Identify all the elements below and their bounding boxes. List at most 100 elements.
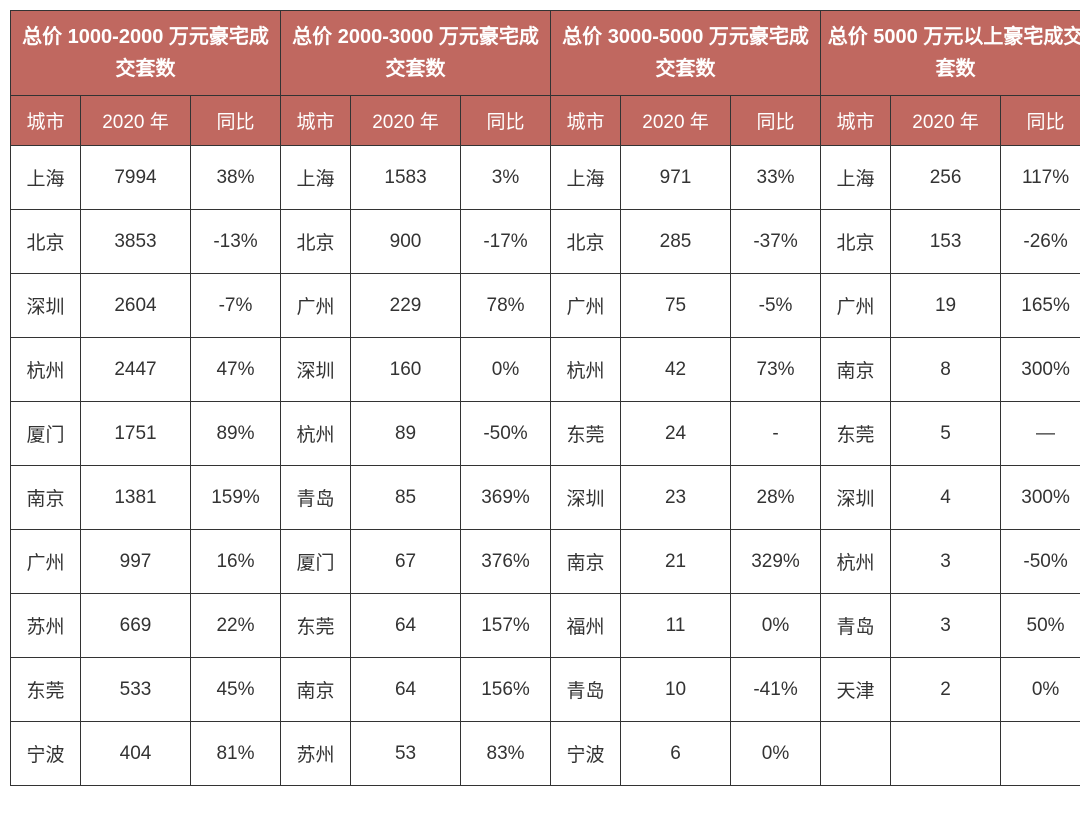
cell-yoy: 28% bbox=[731, 466, 821, 530]
cell-year: 404 bbox=[81, 722, 191, 786]
cell-city: 广州 bbox=[821, 274, 891, 338]
cell-year: 2 bbox=[891, 658, 1001, 722]
cell-empty bbox=[1001, 722, 1080, 786]
cell-city: 厦门 bbox=[281, 530, 351, 594]
cell-city: 苏州 bbox=[11, 594, 81, 658]
cell-city: 广州 bbox=[281, 274, 351, 338]
cell-year: 1583 bbox=[351, 146, 461, 210]
cell-year: 971 bbox=[621, 146, 731, 210]
cell-yoy: 0% bbox=[731, 722, 821, 786]
cell-year: 2447 bbox=[81, 338, 191, 402]
cell-yoy: -13% bbox=[191, 210, 281, 274]
cell-city: 杭州 bbox=[281, 402, 351, 466]
table-row: 杭州 2447 47% 深圳 160 0% 杭州 42 73% 南京 8 300… bbox=[11, 338, 1080, 402]
cell-city: 深圳 bbox=[821, 466, 891, 530]
cell-yoy: 89% bbox=[191, 402, 281, 466]
cell-yoy: 78% bbox=[461, 274, 551, 338]
cell-city: 苏州 bbox=[281, 722, 351, 786]
cell-city: 广州 bbox=[551, 274, 621, 338]
cell-year: 3 bbox=[891, 530, 1001, 594]
cell-yoy: 157% bbox=[461, 594, 551, 658]
cell-year: 3 bbox=[891, 594, 1001, 658]
cell-year: 153 bbox=[891, 210, 1001, 274]
cell-city: 上海 bbox=[11, 146, 81, 210]
sub-header-yoy: 同比 bbox=[731, 96, 821, 146]
cell-yoy: -37% bbox=[731, 210, 821, 274]
cell-yoy: 3% bbox=[461, 146, 551, 210]
table-row: 东莞 533 45% 南京 64 156% 青岛 10 -41% 天津 2 0% bbox=[11, 658, 1080, 722]
cell-city: 广州 bbox=[11, 530, 81, 594]
cell-year: 997 bbox=[81, 530, 191, 594]
cell-yoy: 47% bbox=[191, 338, 281, 402]
cell-year: 1381 bbox=[81, 466, 191, 530]
cell-city: 青岛 bbox=[821, 594, 891, 658]
cell-city: 东莞 bbox=[821, 402, 891, 466]
cell-year: 1751 bbox=[81, 402, 191, 466]
cell-yoy: 117% bbox=[1001, 146, 1080, 210]
cell-yoy: - bbox=[731, 402, 821, 466]
cell-year: 24 bbox=[621, 402, 731, 466]
cell-yoy: 81% bbox=[191, 722, 281, 786]
cell-year: 23 bbox=[621, 466, 731, 530]
cell-yoy: 165% bbox=[1001, 274, 1080, 338]
cell-yoy: 33% bbox=[731, 146, 821, 210]
cell-empty bbox=[821, 722, 891, 786]
cell-year: 75 bbox=[621, 274, 731, 338]
cell-year: 10 bbox=[621, 658, 731, 722]
table-row: 南京 1381 159% 青岛 85 369% 深圳 23 28% 深圳 4 3… bbox=[11, 466, 1080, 530]
cell-year: 5 bbox=[891, 402, 1001, 466]
cell-year: 64 bbox=[351, 658, 461, 722]
cell-yoy: 38% bbox=[191, 146, 281, 210]
sub-header-yoy: 同比 bbox=[191, 96, 281, 146]
cell-city: 深圳 bbox=[551, 466, 621, 530]
cell-year: 67 bbox=[351, 530, 461, 594]
cell-city: 福州 bbox=[551, 594, 621, 658]
cell-year: 6 bbox=[621, 722, 731, 786]
luxury-housing-table: 总价 1000-2000 万元豪宅成交套数 总价 2000-3000 万元豪宅成… bbox=[10, 10, 1080, 786]
cell-year: 2604 bbox=[81, 274, 191, 338]
cell-city: 杭州 bbox=[551, 338, 621, 402]
cell-yoy: — bbox=[1001, 402, 1080, 466]
sub-header-city: 城市 bbox=[281, 96, 351, 146]
cell-city: 深圳 bbox=[281, 338, 351, 402]
cell-yoy: 16% bbox=[191, 530, 281, 594]
cell-yoy: 300% bbox=[1001, 338, 1080, 402]
cell-city: 南京 bbox=[11, 466, 81, 530]
table-row: 苏州 669 22% 东莞 64 157% 福州 11 0% 青岛 3 50% bbox=[11, 594, 1080, 658]
group-header: 总价 2000-3000 万元豪宅成交套数 bbox=[281, 11, 551, 96]
cell-year: 4 bbox=[891, 466, 1001, 530]
table-row: 上海 7994 38% 上海 1583 3% 上海 971 33% 上海 256… bbox=[11, 146, 1080, 210]
cell-year: 669 bbox=[81, 594, 191, 658]
cell-city: 北京 bbox=[551, 210, 621, 274]
cell-yoy: -41% bbox=[731, 658, 821, 722]
cell-year: 53 bbox=[351, 722, 461, 786]
cell-yoy: 22% bbox=[191, 594, 281, 658]
table-row: 北京 3853 -13% 北京 900 -17% 北京 285 -37% 北京 … bbox=[11, 210, 1080, 274]
cell-city: 东莞 bbox=[551, 402, 621, 466]
cell-year: 160 bbox=[351, 338, 461, 402]
cell-year: 11 bbox=[621, 594, 731, 658]
cell-city: 宁波 bbox=[11, 722, 81, 786]
cell-year: 8 bbox=[891, 338, 1001, 402]
cell-city: 深圳 bbox=[11, 274, 81, 338]
cell-city: 上海 bbox=[821, 146, 891, 210]
cell-yoy: -50% bbox=[1001, 530, 1080, 594]
cell-year: 21 bbox=[621, 530, 731, 594]
cell-city: 青岛 bbox=[281, 466, 351, 530]
cell-yoy: -17% bbox=[461, 210, 551, 274]
cell-city: 上海 bbox=[281, 146, 351, 210]
cell-city: 南京 bbox=[821, 338, 891, 402]
cell-city: 上海 bbox=[551, 146, 621, 210]
group-header-row: 总价 1000-2000 万元豪宅成交套数 总价 2000-3000 万元豪宅成… bbox=[11, 11, 1080, 96]
sub-header-yoy: 同比 bbox=[461, 96, 551, 146]
cell-city: 杭州 bbox=[821, 530, 891, 594]
cell-yoy: -7% bbox=[191, 274, 281, 338]
sub-header-year: 2020 年 bbox=[621, 96, 731, 146]
cell-city: 杭州 bbox=[11, 338, 81, 402]
cell-year: 229 bbox=[351, 274, 461, 338]
cell-yoy: 0% bbox=[1001, 658, 1080, 722]
cell-year: 42 bbox=[621, 338, 731, 402]
cell-year: 533 bbox=[81, 658, 191, 722]
cell-city: 北京 bbox=[281, 210, 351, 274]
group-header: 总价 1000-2000 万元豪宅成交套数 bbox=[11, 11, 281, 96]
